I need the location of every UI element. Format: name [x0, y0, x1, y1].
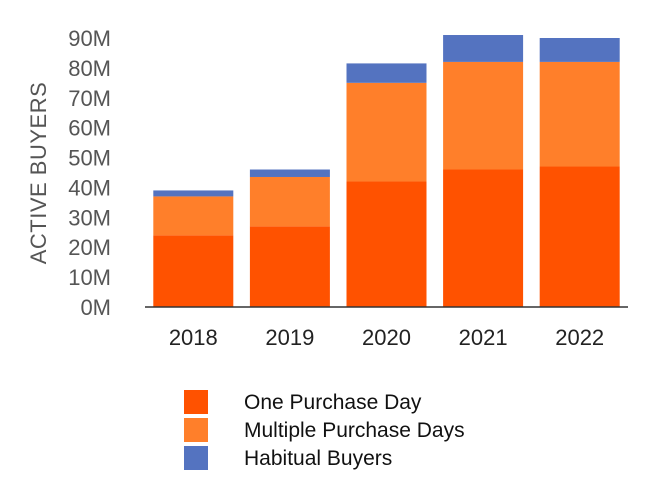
x-tick-label: 2021	[459, 325, 508, 350]
bar-segment	[443, 169, 524, 307]
x-tick-label: 2022	[555, 325, 604, 350]
legend-swatch	[184, 446, 208, 470]
bar-segment	[443, 61, 524, 170]
y-tick-label: 50M	[68, 146, 111, 171]
y-axis-ticks: 0M 10M 20M 30M 40M 50M 60M 70M 80M 90M	[68, 26, 111, 320]
legend-label: One Purchase Day	[244, 391, 422, 414]
y-axis-title: ACTIVE BUYERS	[26, 82, 51, 265]
bar-segment	[249, 176, 330, 227]
y-tick-label: 70M	[68, 86, 111, 111]
bar-segment	[153, 235, 234, 307]
legend-swatch	[184, 418, 208, 442]
bar-segment	[539, 166, 620, 307]
legend-swatch	[184, 390, 208, 414]
bar-segment	[346, 181, 427, 307]
bar-segment	[249, 226, 330, 307]
bars	[153, 35, 620, 307]
x-tick-label: 2019	[265, 325, 314, 350]
y-tick-label: 0M	[80, 295, 111, 320]
bar-segment	[346, 63, 427, 83]
y-tick-label: 80M	[68, 56, 111, 81]
bar-segment	[539, 38, 620, 62]
y-tick-label: 60M	[68, 116, 111, 141]
bar-segment	[153, 190, 234, 197]
y-tick-label: 20M	[68, 235, 111, 260]
x-axis-labels: 2018 2019 2020 2021 2022	[169, 325, 604, 350]
bar-segment	[539, 61, 620, 167]
bar-segment	[249, 169, 330, 177]
legend-label: Multiple Purchase Days	[244, 419, 465, 442]
y-tick-label: 40M	[68, 175, 111, 200]
legend-label: Habitual Buyers	[244, 447, 392, 470]
y-tick-label: 30M	[68, 205, 111, 230]
bar-segment	[153, 196, 234, 236]
x-tick-label: 2018	[169, 325, 218, 350]
legend: One Purchase Day Multiple Purchase Days Ha…	[184, 390, 465, 470]
y-tick-label: 90M	[68, 26, 111, 51]
y-tick-label: 10M	[68, 265, 111, 290]
bar-segment	[443, 35, 524, 62]
bar-segment	[346, 82, 427, 182]
x-tick-label: 2020	[362, 325, 411, 350]
